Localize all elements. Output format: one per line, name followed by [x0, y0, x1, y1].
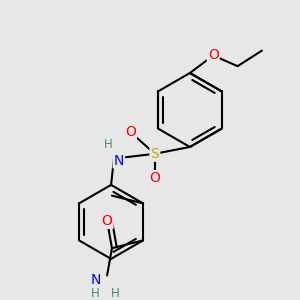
Text: O: O	[102, 214, 112, 228]
Text: H: H	[104, 137, 112, 151]
Text: H: H	[110, 287, 119, 300]
Text: H: H	[91, 287, 100, 300]
Text: O: O	[208, 49, 219, 62]
Text: O: O	[149, 171, 160, 185]
Text: N: N	[114, 154, 124, 168]
Text: N: N	[90, 273, 100, 287]
Text: S: S	[151, 147, 159, 161]
Text: O: O	[125, 125, 136, 140]
